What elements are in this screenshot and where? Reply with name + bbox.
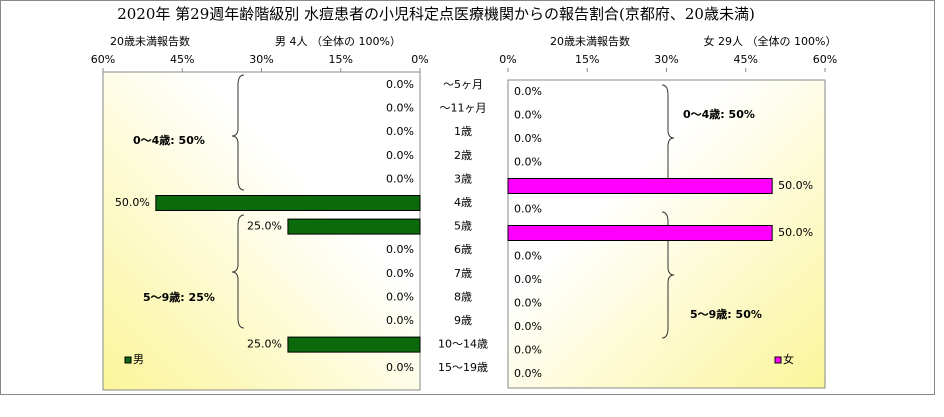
x-tick-label: 45% bbox=[170, 53, 194, 66]
value-label: 0.0% bbox=[386, 243, 414, 256]
legend-swatch bbox=[124, 356, 132, 364]
header: 女 29人 （全体の 100%） bbox=[704, 34, 837, 48]
x-tick-label: 60% bbox=[813, 53, 837, 66]
x-tick-label: 30% bbox=[654, 53, 678, 66]
bar bbox=[155, 195, 421, 211]
annotation: 0〜4歳: 50% bbox=[683, 107, 755, 121]
value-label: 0.0% bbox=[386, 172, 414, 185]
category-label: 8歳 bbox=[454, 290, 472, 303]
value-label: 0.0% bbox=[514, 85, 542, 98]
x-tick-label: 0% bbox=[411, 53, 428, 66]
value-label: 0.0% bbox=[514, 273, 542, 286]
x-tick-label: 15% bbox=[329, 53, 353, 66]
chart-title: 2020年 第29週年齢階級別 水痘患者の小児科定点医療機関からの報告割合(京都… bbox=[117, 5, 755, 23]
value-label: 0.0% bbox=[386, 290, 414, 303]
brace bbox=[231, 214, 245, 329]
value-label: 50.0% bbox=[778, 226, 813, 239]
brace bbox=[661, 211, 675, 339]
category-label: 〜11ヶ月 bbox=[440, 102, 487, 115]
value-label: 25.0% bbox=[247, 338, 282, 351]
value-label: 0.0% bbox=[386, 361, 414, 374]
annotation: 0〜4歳: 50% bbox=[133, 133, 205, 147]
bar bbox=[287, 336, 421, 353]
category-label: 10〜14歳 bbox=[438, 338, 488, 351]
value-label: 0.0% bbox=[386, 149, 414, 162]
category-label: 6歳 bbox=[454, 243, 472, 256]
value-label: 0.0% bbox=[386, 102, 414, 115]
value-label: 0.0% bbox=[514, 109, 542, 122]
value-label: 0.0% bbox=[514, 297, 542, 310]
legend-label: 女 bbox=[783, 352, 794, 366]
value-label: 0.0% bbox=[514, 203, 542, 216]
annotation: 5〜9歳: 50% bbox=[690, 307, 762, 321]
x-tick-label: 45% bbox=[734, 53, 758, 66]
bar bbox=[507, 178, 773, 194]
category-label: 2歳 bbox=[454, 149, 472, 162]
x-tick-label: 0% bbox=[499, 53, 516, 66]
frame bbox=[0, 0, 935, 395]
value-label: 0.0% bbox=[386, 267, 414, 280]
value-label: 0.0% bbox=[514, 250, 542, 263]
category-label: 7歳 bbox=[454, 267, 472, 280]
category-label: 15〜19歳 bbox=[438, 361, 488, 374]
value-label: 0.0% bbox=[386, 125, 414, 138]
bar bbox=[287, 218, 421, 235]
value-label: 0.0% bbox=[514, 156, 542, 169]
bar bbox=[507, 225, 773, 241]
header-label: 20歳未満報告数 bbox=[110, 35, 190, 48]
category-label: 4歳 bbox=[454, 196, 472, 209]
header-label: 20歳未満報告数 bbox=[550, 35, 630, 48]
value-label: 50.0% bbox=[115, 196, 150, 209]
annotation: 5〜9歳: 25% bbox=[143, 290, 215, 304]
x-tick-label: 30% bbox=[249, 53, 273, 66]
value-label: 0.0% bbox=[386, 78, 414, 91]
category-label: 9歳 bbox=[454, 314, 472, 327]
value-label: 0.0% bbox=[514, 320, 542, 333]
category-label: 5歳 bbox=[454, 220, 472, 233]
category-label: 3歳 bbox=[454, 172, 472, 185]
brace bbox=[231, 74, 245, 191]
x-tick-label: 15% bbox=[575, 53, 599, 66]
category-label: 〜5ヶ月 bbox=[443, 78, 483, 91]
value-label: 0.0% bbox=[514, 344, 542, 357]
legend-label: 男 bbox=[133, 353, 144, 366]
value-label: 0.0% bbox=[386, 314, 414, 327]
header: 男 4人 （全体の 100%） bbox=[275, 34, 401, 48]
legend-swatch bbox=[774, 356, 782, 364]
value-label: 50.0% bbox=[778, 179, 813, 192]
value-label: 0.0% bbox=[514, 132, 542, 145]
value-label: 0.0% bbox=[514, 367, 542, 380]
x-tick-label: 60% bbox=[91, 53, 115, 66]
value-label: 25.0% bbox=[247, 220, 282, 233]
category-label: 1歳 bbox=[454, 125, 472, 138]
